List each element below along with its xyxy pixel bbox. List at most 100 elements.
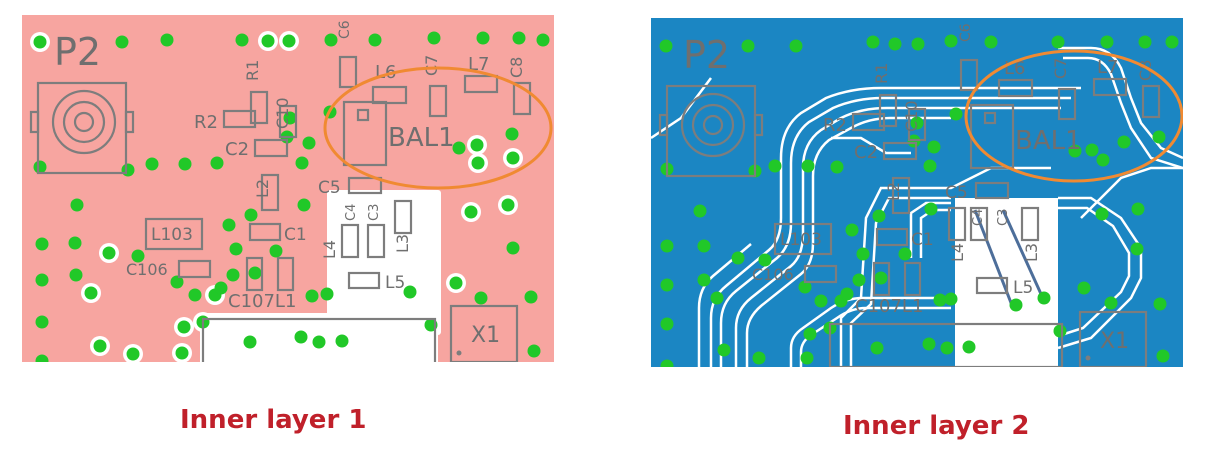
via-pad <box>1077 281 1091 295</box>
via-pad <box>758 253 772 267</box>
via-pad <box>35 237 49 251</box>
via-pad <box>1096 153 1110 167</box>
capacitor-c3 <box>393 199 413 235</box>
via-pad <box>464 205 478 219</box>
via-pad <box>506 241 520 255</box>
label-l4: L4 <box>320 240 339 259</box>
via-pad <box>452 141 466 155</box>
via-pad <box>693 204 707 218</box>
via-pad <box>214 281 228 295</box>
label-c3: C3 <box>996 209 1011 226</box>
inductor-l6 <box>997 78 1034 98</box>
via-pad <box>283 111 297 125</box>
connector-p2-ring <box>51 89 117 155</box>
via-pad <box>1009 298 1023 312</box>
via-pad <box>801 159 815 173</box>
via-pad <box>741 39 755 53</box>
via-pad <box>282 34 296 48</box>
via-pad <box>870 341 884 355</box>
inductor-l103 <box>773 222 833 256</box>
via-pad <box>126 347 140 361</box>
via-pad <box>888 37 902 51</box>
via-pad <box>320 287 334 301</box>
label-c7: C7 <box>422 55 441 76</box>
inductor-l6 <box>371 85 408 105</box>
via-pad <box>814 294 828 308</box>
label-c106: C106 <box>126 260 168 279</box>
label-c107l1: C107L1 <box>855 296 923 317</box>
via-pad <box>768 159 782 173</box>
label-c1: C1 <box>911 230 934 250</box>
via-pad <box>188 288 202 302</box>
resistor-r1 <box>249 90 269 125</box>
via-pad <box>949 107 963 121</box>
via-pad <box>229 242 243 256</box>
label-c7: C7 <box>1051 58 1070 79</box>
inductor-l5 <box>975 276 1009 295</box>
via-pad <box>940 341 954 355</box>
connector-p2-tab <box>124 110 135 134</box>
via-pad <box>803 327 817 341</box>
via-pad <box>474 291 488 305</box>
via-pad <box>1131 202 1145 216</box>
capacitor-c107 <box>245 256 264 292</box>
via-pad <box>335 334 349 348</box>
label-c3: C3 <box>367 204 382 221</box>
inductor-l4 <box>947 206 967 242</box>
inductor-l103 <box>144 217 204 251</box>
inductor-l1 <box>903 261 922 297</box>
highlight-ellipse <box>964 49 1183 183</box>
via-pad <box>121 163 135 177</box>
label-bal1: BAL1 <box>1015 126 1082 156</box>
via-pad <box>177 320 191 334</box>
via-pad <box>1152 130 1166 144</box>
capacitor-c7 <box>428 84 448 118</box>
via-pad <box>297 198 311 212</box>
inductor-l2 <box>260 173 280 212</box>
via-pad <box>924 202 938 216</box>
via-pad <box>944 292 958 306</box>
via-pad <box>175 346 189 360</box>
inner-layer-1-board: P2 R1 R2 C10 C2 C6 L6 C7 L7 C8 BAL1 C5 <box>22 15 554 362</box>
via-pad <box>312 335 326 349</box>
inductor-l2 <box>891 176 911 215</box>
caption-inner-layer-2: Inner layer 2 <box>843 411 1030 441</box>
inductor-l1 <box>276 256 295 292</box>
via-pad <box>660 359 674 367</box>
inner-layer-2-board: P2 R1 R2 C10 C2 C6 L6 C7 L7 C8 BAL1 C5 <box>651 18 1183 367</box>
label-c2: C2 <box>854 142 878 163</box>
via-pad <box>830 160 844 174</box>
label-c8: C8 <box>507 57 526 78</box>
label-bal1: BAL1 <box>388 123 455 153</box>
via-pad <box>145 157 159 171</box>
capacitor-c5 <box>974 181 1010 200</box>
via-pad <box>1085 143 1099 157</box>
via-pad <box>403 285 417 299</box>
crystal-x1-pin1 <box>456 350 462 356</box>
via-pad <box>68 236 82 250</box>
via-pad <box>1068 144 1082 158</box>
resistor-r2 <box>222 109 257 129</box>
via-pad <box>33 160 47 174</box>
label-x1: X1 <box>1100 329 1129 354</box>
crystal-x1-pin1 <box>1085 355 1091 361</box>
capacitor-c8 <box>512 81 532 116</box>
label-l103: L103 <box>780 230 822 250</box>
via-pad <box>294 330 308 344</box>
silkscreen: P2 R1 R2 C10 C2 C6 L6 C7 L7 C8 BAL1 C5 <box>658 23 1161 367</box>
highlight-ellipse <box>323 66 553 190</box>
crystal-x1 <box>449 304 519 362</box>
via-pad <box>922 337 936 351</box>
via-pad <box>1153 297 1167 311</box>
via-pad <box>93 339 107 353</box>
capacitor-c4 <box>366 223 386 259</box>
via-pad <box>697 273 711 287</box>
label-c107l1: C107L1 <box>228 291 296 312</box>
label-l5: L5 <box>385 273 405 293</box>
capacitor-c6 <box>338 55 358 89</box>
via-pad <box>536 33 550 47</box>
label-r1: R1 <box>872 63 891 84</box>
capacitor-c2 <box>882 141 918 161</box>
resistor-r1 <box>878 93 898 128</box>
resistor-r2 <box>851 112 886 132</box>
